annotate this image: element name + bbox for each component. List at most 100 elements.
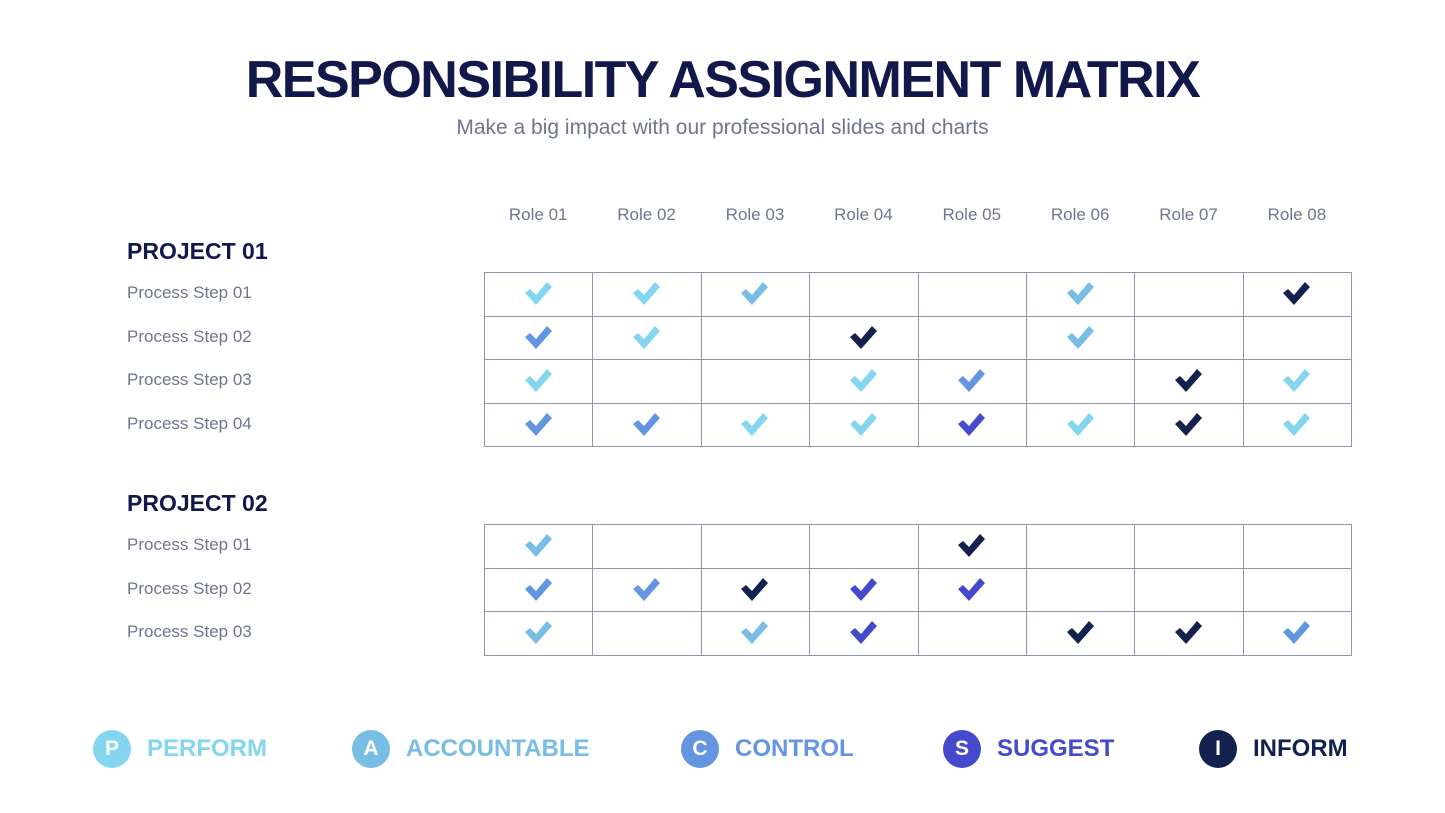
matrix-cell[interactable] [917, 359, 1027, 404]
matrix-cell[interactable] [1025, 402, 1136, 447]
role-header: Role 04 [834, 205, 893, 224]
check-icon [741, 577, 769, 601]
legend-item-perform: P PERFORM [93, 730, 267, 768]
legend-item-accountable: A ACCOUNTABLE [352, 730, 590, 768]
matrix-cell[interactable] [917, 272, 1027, 317]
matrix-cell[interactable] [1134, 402, 1244, 447]
matrix-cell[interactable] [483, 272, 594, 317]
matrix-cell[interactable] [483, 315, 594, 360]
matrix-cell[interactable] [592, 567, 702, 612]
matrix-table [483, 524, 1353, 656]
step-label: Process Step 03 [127, 370, 252, 389]
role-header: Role 01 [508, 205, 568, 224]
matrix-cell[interactable] [483, 611, 594, 656]
matrix-cell[interactable] [700, 359, 811, 404]
check-icon [633, 412, 661, 436]
matrix-cell[interactable] [809, 611, 919, 656]
matrix-cell[interactable] [700, 272, 811, 317]
matrix-cell[interactable] [1134, 359, 1244, 404]
legend-badge: A [352, 730, 390, 768]
matrix-cell[interactable] [592, 402, 702, 447]
page-subtitle: Make a big impact with our professional … [456, 116, 989, 139]
check-icon [1066, 412, 1094, 436]
matrix-cell[interactable] [1025, 567, 1136, 612]
table-row [483, 611, 1353, 656]
role-header: Role 05 [942, 205, 1002, 224]
check-icon [524, 577, 552, 601]
legend-item-inform: I INFORM [1199, 730, 1348, 768]
matrix-cell[interactable] [592, 315, 702, 360]
legend-label: SUGGEST [997, 735, 1115, 762]
table-row [483, 315, 1353, 360]
matrix-cell[interactable] [1025, 524, 1136, 569]
legend-badge: C [681, 730, 719, 768]
matrix-cell[interactable] [809, 359, 919, 404]
check-icon [633, 577, 661, 601]
legend-item-suggest: S SUGGEST [943, 730, 1114, 768]
check-icon [524, 325, 552, 349]
check-icon [849, 412, 877, 436]
matrix-cell[interactable] [483, 402, 594, 447]
step-label: Process Step 03 [127, 622, 252, 641]
step-label: Process Step 01 [127, 535, 252, 554]
matrix-cell[interactable] [1134, 567, 1244, 612]
matrix-cell[interactable] [1025, 272, 1136, 317]
check-icon [524, 282, 552, 306]
matrix-cell[interactable] [592, 524, 702, 569]
matrix-cell[interactable] [592, 611, 702, 656]
matrix-cell[interactable] [1134, 272, 1244, 317]
matrix-cell[interactable] [1134, 315, 1244, 360]
table-row [483, 272, 1353, 317]
matrix-cell[interactable] [1242, 611, 1353, 656]
matrix-cell[interactable] [1134, 611, 1244, 656]
legend-badge: S [943, 730, 981, 768]
matrix-cell[interactable] [809, 524, 919, 569]
role-header: Role 03 [725, 205, 785, 224]
step-labels: Process Step 01 Process Step 02 Process St… [127, 271, 252, 445]
table-row [483, 567, 1353, 612]
matrix-cell[interactable] [809, 272, 919, 317]
check-icon [1283, 369, 1311, 393]
matrix-cell[interactable] [1242, 402, 1353, 447]
check-icon [1066, 621, 1094, 645]
matrix-cell[interactable] [809, 315, 919, 360]
matrix-cell[interactable] [917, 402, 1027, 447]
matrix-cell[interactable] [917, 315, 1027, 360]
matrix-cell[interactable] [483, 359, 594, 404]
legend-item-control: C CONTROL [681, 730, 854, 768]
legend-badge: I [1199, 730, 1237, 768]
matrix-cell[interactable] [700, 402, 811, 447]
matrix-cell[interactable] [809, 402, 919, 447]
check-icon [741, 621, 769, 645]
step-label: Process Step 01 [127, 283, 252, 302]
role-header: Role 06 [1050, 205, 1110, 224]
matrix-cell[interactable] [917, 524, 1027, 569]
check-icon [1175, 621, 1203, 645]
check-icon [1283, 282, 1311, 306]
step-label: Process Step 02 [127, 326, 252, 346]
matrix-cell[interactable] [917, 611, 1027, 656]
matrix-cell[interactable] [700, 524, 811, 569]
check-icon [958, 534, 986, 558]
table-row [483, 402, 1353, 447]
matrix-cell[interactable] [1025, 359, 1136, 404]
matrix-cell[interactable] [483, 567, 594, 612]
matrix-cell[interactable] [1025, 611, 1136, 656]
matrix-cell[interactable] [1025, 315, 1136, 360]
matrix-cell[interactable] [1134, 524, 1244, 569]
matrix-cell[interactable] [809, 567, 919, 612]
matrix-cell[interactable] [1242, 524, 1353, 569]
matrix-cell[interactable] [592, 272, 702, 317]
check-icon [1066, 282, 1094, 306]
matrix-cell[interactable] [592, 359, 702, 404]
matrix-cell[interactable] [700, 315, 811, 360]
matrix-cell[interactable] [917, 567, 1027, 612]
check-icon [1175, 369, 1203, 393]
matrix-cell[interactable] [700, 567, 811, 612]
matrix-cell[interactable] [1242, 567, 1353, 612]
matrix-cell[interactable] [1242, 359, 1353, 404]
matrix-cell[interactable] [1242, 272, 1353, 317]
matrix-cell[interactable] [700, 611, 811, 656]
matrix-cell[interactable] [483, 524, 594, 569]
matrix-cell[interactable] [1242, 315, 1353, 360]
